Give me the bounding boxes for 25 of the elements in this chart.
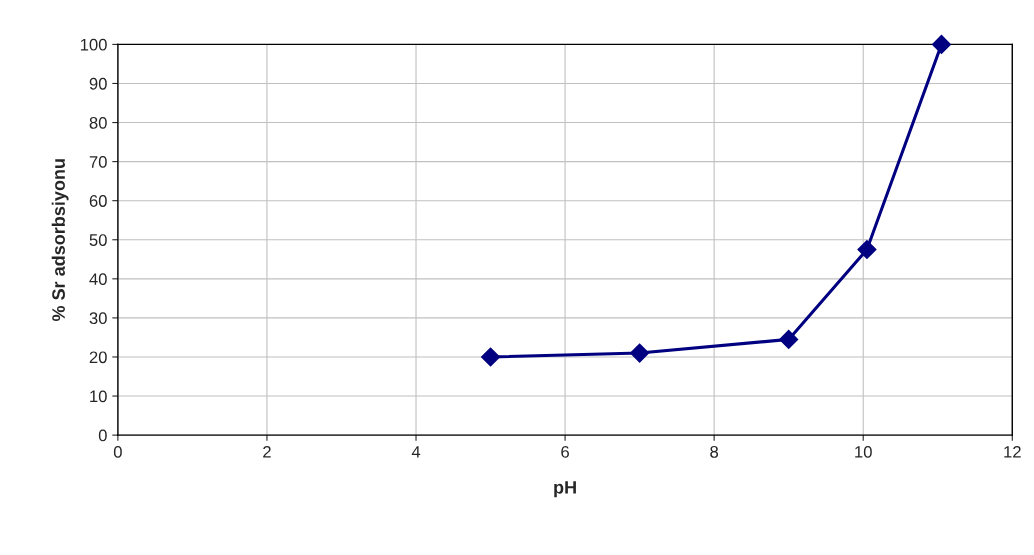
y-tick-label: 80 <box>89 116 107 129</box>
y-tick-label: 20 <box>89 351 107 364</box>
point <box>779 329 799 349</box>
x-axis-title: pH <box>554 481 576 498</box>
y-tick-label: 0 <box>98 429 107 442</box>
y-tick-label: 70 <box>89 156 107 168</box>
x-tick-label: 2 <box>263 445 271 458</box>
x-tick-label: 8 <box>710 445 719 458</box>
y-tick-label: 10 <box>90 390 107 403</box>
x-tick-label: 6 <box>561 445 569 458</box>
x-tick-label: 12 <box>1004 445 1021 458</box>
point <box>931 34 952 54</box>
y-tick-label: 60 <box>89 195 107 207</box>
y-axis-title: % Sr adsorbsiyonu <box>51 159 69 322</box>
x-tick-label: 4 <box>411 446 421 458</box>
y-tick-label: 90 <box>89 77 107 90</box>
point <box>481 347 501 367</box>
point <box>630 343 650 363</box>
y-tick-label: 40 <box>89 273 107 286</box>
x-tick-label: 0 <box>113 445 122 458</box>
y-tick-label: 100 <box>80 38 107 51</box>
x-tick-label: 10 <box>855 445 872 458</box>
point <box>857 239 877 260</box>
y-tick-label: 30 <box>89 312 107 325</box>
y-tick-label: 50 <box>89 234 107 246</box>
